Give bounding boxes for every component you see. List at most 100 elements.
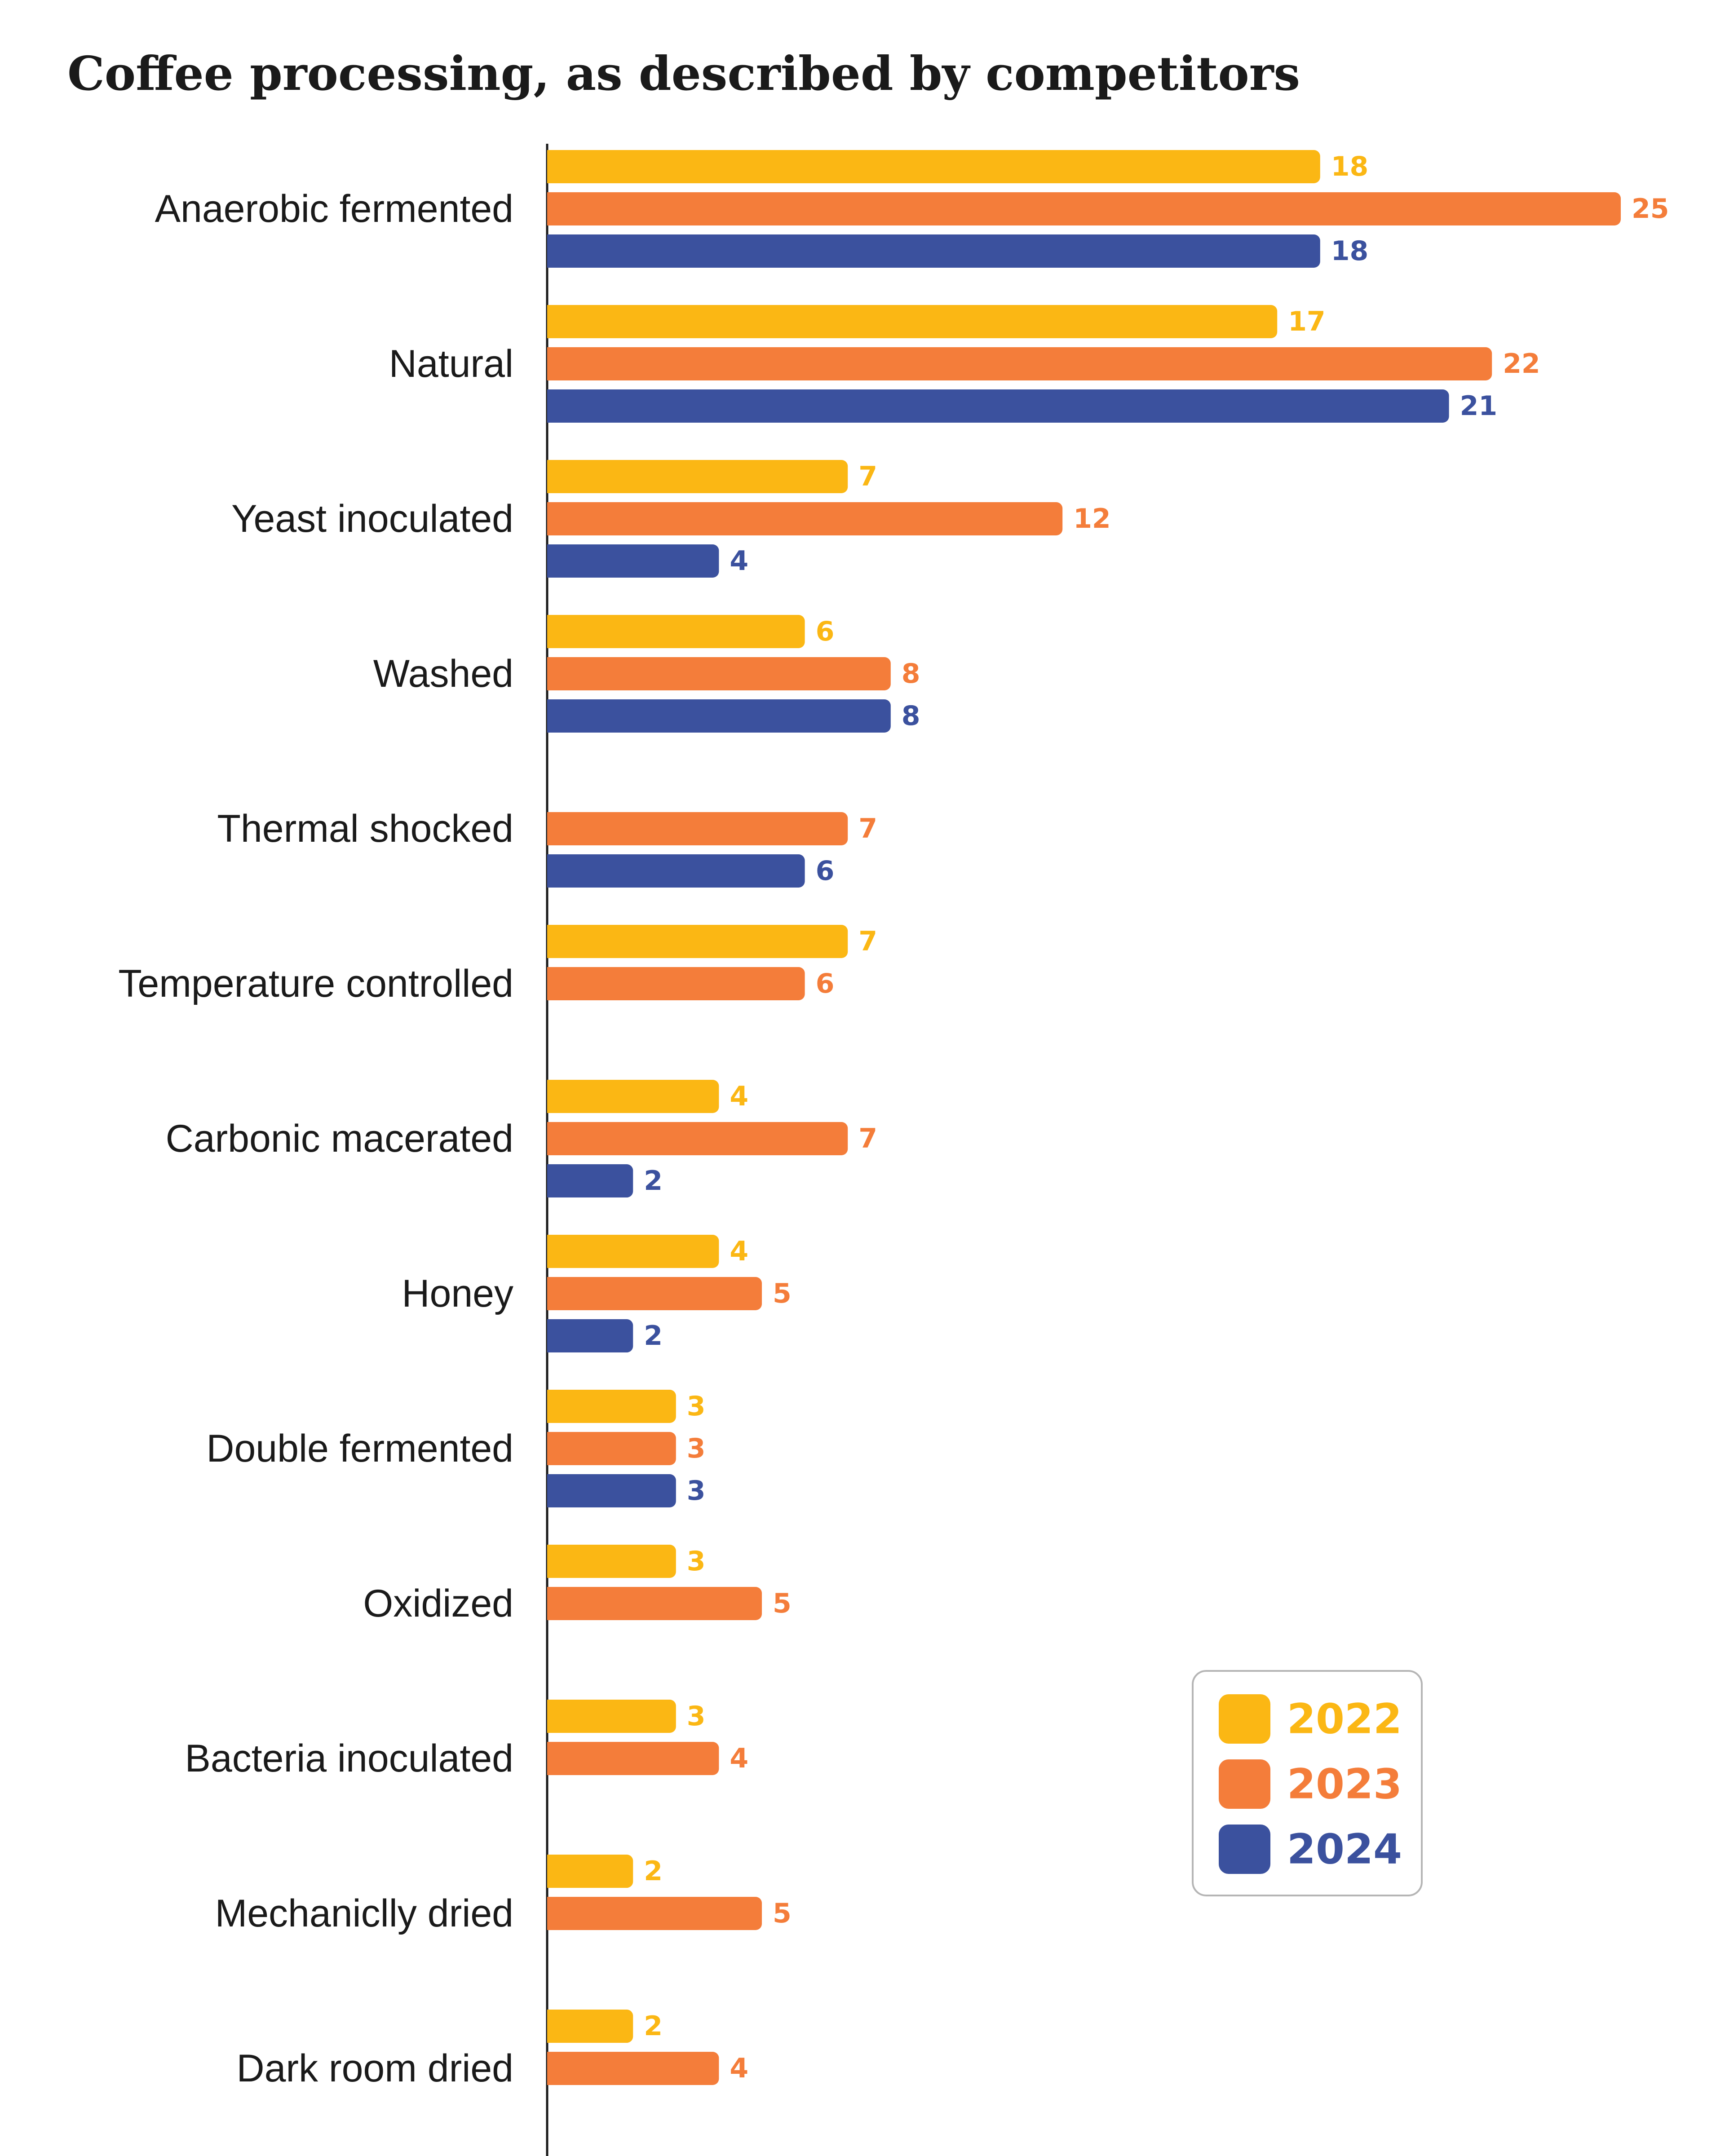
bar-oxidized-2023 bbox=[547, 1587, 762, 1620]
value-label-double-fermented-2024: 3 bbox=[687, 1475, 706, 1507]
bar-double-fermented-2022 bbox=[547, 1390, 676, 1423]
legend-swatch-2024 bbox=[1219, 1825, 1270, 1874]
bar-bacteria-inoculated-2023 bbox=[547, 1742, 719, 1775]
bar-edge-double-fermented-2024 bbox=[547, 1474, 553, 1507]
bar-dark-room-dried-2023 bbox=[547, 2052, 719, 2085]
bar-edge-yeast-inoculated-2022 bbox=[547, 460, 553, 493]
bar-edge-anaerobic-fermented-2024 bbox=[547, 234, 553, 268]
value-label-honey-2022: 4 bbox=[730, 1236, 748, 1267]
value-label-anaerobic-fermented-2022: 18 bbox=[1331, 151, 1369, 182]
bar-edge-natural-2024 bbox=[547, 389, 553, 423]
bar-edge-thermal-shocked-2023 bbox=[547, 812, 553, 845]
value-label-yeast-inoculated-2023: 12 bbox=[1073, 503, 1111, 535]
bar-dark-room-dried-2022 bbox=[547, 2010, 633, 2043]
value-label-mechaniclly-dried-2023: 5 bbox=[773, 1898, 792, 1929]
bar-honey-2024 bbox=[547, 1319, 633, 1352]
value-label-washed-2022: 6 bbox=[816, 616, 835, 647]
value-label-thermal-shocked-2023: 7 bbox=[858, 813, 877, 844]
bar-carbonic-macerated-2023 bbox=[547, 1122, 848, 1155]
bar-anaerobic-fermented-2023 bbox=[547, 192, 1621, 225]
bar-yeast-inoculated-2023 bbox=[547, 502, 1063, 535]
bar-natural-2022 bbox=[547, 305, 1278, 338]
bar-edge-natural-2023 bbox=[547, 347, 553, 380]
value-label-mechaniclly-dried-2022: 2 bbox=[644, 1856, 663, 1887]
bar-edge-temperature-controlled-2022 bbox=[547, 925, 553, 958]
bar-edge-washed-2022 bbox=[547, 615, 553, 648]
bar-washed-2022 bbox=[547, 615, 805, 648]
bar-carbonic-macerated-2024 bbox=[547, 1164, 633, 1197]
bar-edge-honey-2022 bbox=[547, 1235, 553, 1268]
category-label-natural: Natural bbox=[389, 342, 513, 385]
bar-bacteria-inoculated-2022 bbox=[547, 1700, 676, 1733]
bar-honey-2023 bbox=[547, 1277, 762, 1310]
value-label-natural-2024: 21 bbox=[1460, 390, 1498, 422]
bar-carbonic-macerated-2022 bbox=[547, 1080, 719, 1113]
bar-mechaniclly-dried-2023 bbox=[547, 1897, 762, 1930]
bar-double-fermented-2023 bbox=[547, 1432, 676, 1465]
bar-edge-dark-room-dried-2022 bbox=[547, 2010, 553, 2043]
bar-edge-natural-2022 bbox=[547, 305, 553, 338]
value-label-honey-2023: 5 bbox=[773, 1278, 792, 1309]
bar-washed-2024 bbox=[547, 699, 891, 733]
legend-label-2023: 2023 bbox=[1287, 1760, 1402, 1808]
category-label-temperature-controlled: Temperature controlled bbox=[118, 962, 513, 1005]
value-label-oxidized-2022: 3 bbox=[687, 1546, 706, 1577]
bar-natural-2023 bbox=[547, 347, 1492, 380]
value-label-temperature-controlled-2023: 6 bbox=[816, 968, 835, 999]
value-label-bacteria-inoculated-2023: 4 bbox=[730, 1743, 748, 1774]
bar-yeast-inoculated-2024 bbox=[547, 544, 719, 578]
value-label-yeast-inoculated-2022: 7 bbox=[858, 461, 877, 492]
bar-edge-washed-2024 bbox=[547, 699, 553, 733]
bar-edge-bacteria-inoculated-2022 bbox=[547, 1700, 553, 1733]
bar-yeast-inoculated-2022 bbox=[547, 460, 848, 493]
category-label-yeast-inoculated: Yeast inoculated bbox=[231, 497, 513, 540]
value-label-thermal-shocked-2024: 6 bbox=[816, 855, 835, 887]
value-label-natural-2023: 22 bbox=[1503, 348, 1540, 380]
category-label-honey: Honey bbox=[402, 1272, 513, 1315]
legend-swatch-2023 bbox=[1219, 1759, 1270, 1809]
bar-thermal-shocked-2024 bbox=[547, 854, 805, 888]
legend-label-2024: 2024 bbox=[1287, 1825, 1402, 1873]
bar-anaerobic-fermented-2024 bbox=[547, 234, 1320, 268]
bar-thermal-shocked-2023 bbox=[547, 812, 848, 845]
value-label-anaerobic-fermented-2023: 25 bbox=[1632, 193, 1669, 225]
bars-layer: Anaerobic fermented182518Natural172221Ye… bbox=[118, 150, 1669, 2090]
category-label-washed: Washed bbox=[373, 652, 513, 695]
category-label-thermal-shocked: Thermal shocked bbox=[217, 807, 513, 850]
value-label-carbonic-macerated-2023: 7 bbox=[858, 1123, 877, 1154]
value-label-dark-room-dried-2022: 2 bbox=[644, 2010, 663, 2042]
bar-mechaniclly-dried-2022 bbox=[547, 1855, 633, 1888]
value-label-oxidized-2023: 5 bbox=[773, 1588, 792, 1619]
value-label-dark-room-dried-2023: 4 bbox=[730, 2053, 748, 2084]
category-label-oxidized: Oxidized bbox=[363, 1582, 513, 1625]
bar-oxidized-2022 bbox=[547, 1545, 676, 1578]
bar-edge-honey-2024 bbox=[547, 1319, 553, 1352]
value-label-double-fermented-2023: 3 bbox=[687, 1433, 706, 1464]
value-label-natural-2022: 17 bbox=[1288, 306, 1326, 337]
legend-label-2022: 2022 bbox=[1287, 1695, 1402, 1743]
value-label-washed-2023: 8 bbox=[902, 658, 920, 689]
category-label-dark-room-dried: Dark room dried bbox=[236, 2047, 513, 2090]
bar-anaerobic-fermented-2022 bbox=[547, 150, 1320, 183]
bar-edge-dark-room-dried-2023 bbox=[547, 2052, 553, 2085]
bar-edge-thermal-shocked-2024 bbox=[547, 854, 553, 888]
value-label-bacteria-inoculated-2022: 3 bbox=[687, 1701, 706, 1732]
bar-edge-double-fermented-2023 bbox=[547, 1432, 553, 1465]
value-label-carbonic-macerated-2024: 2 bbox=[644, 1165, 663, 1197]
bar-edge-bacteria-inoculated-2023 bbox=[547, 1742, 553, 1775]
category-label-double-fermented: Double fermented bbox=[206, 1427, 513, 1470]
value-label-temperature-controlled-2022: 7 bbox=[858, 926, 877, 957]
bar-edge-temperature-controlled-2023 bbox=[547, 967, 553, 1000]
bar-edge-carbonic-macerated-2022 bbox=[547, 1080, 553, 1113]
legend: 2022 2023 2024 bbox=[1192, 1670, 1423, 1896]
bar-edge-oxidized-2023 bbox=[547, 1587, 553, 1620]
bar-natural-2024 bbox=[547, 389, 1449, 423]
chart-title: Coffee processing, as described by compe… bbox=[67, 46, 1300, 101]
bar-edge-anaerobic-fermented-2023 bbox=[547, 192, 553, 225]
bar-temperature-controlled-2022 bbox=[547, 925, 848, 958]
bar-temperature-controlled-2023 bbox=[547, 967, 805, 1000]
value-label-double-fermented-2022: 3 bbox=[687, 1391, 706, 1422]
bar-edge-double-fermented-2022 bbox=[547, 1390, 553, 1423]
bar-double-fermented-2024 bbox=[547, 1474, 676, 1507]
